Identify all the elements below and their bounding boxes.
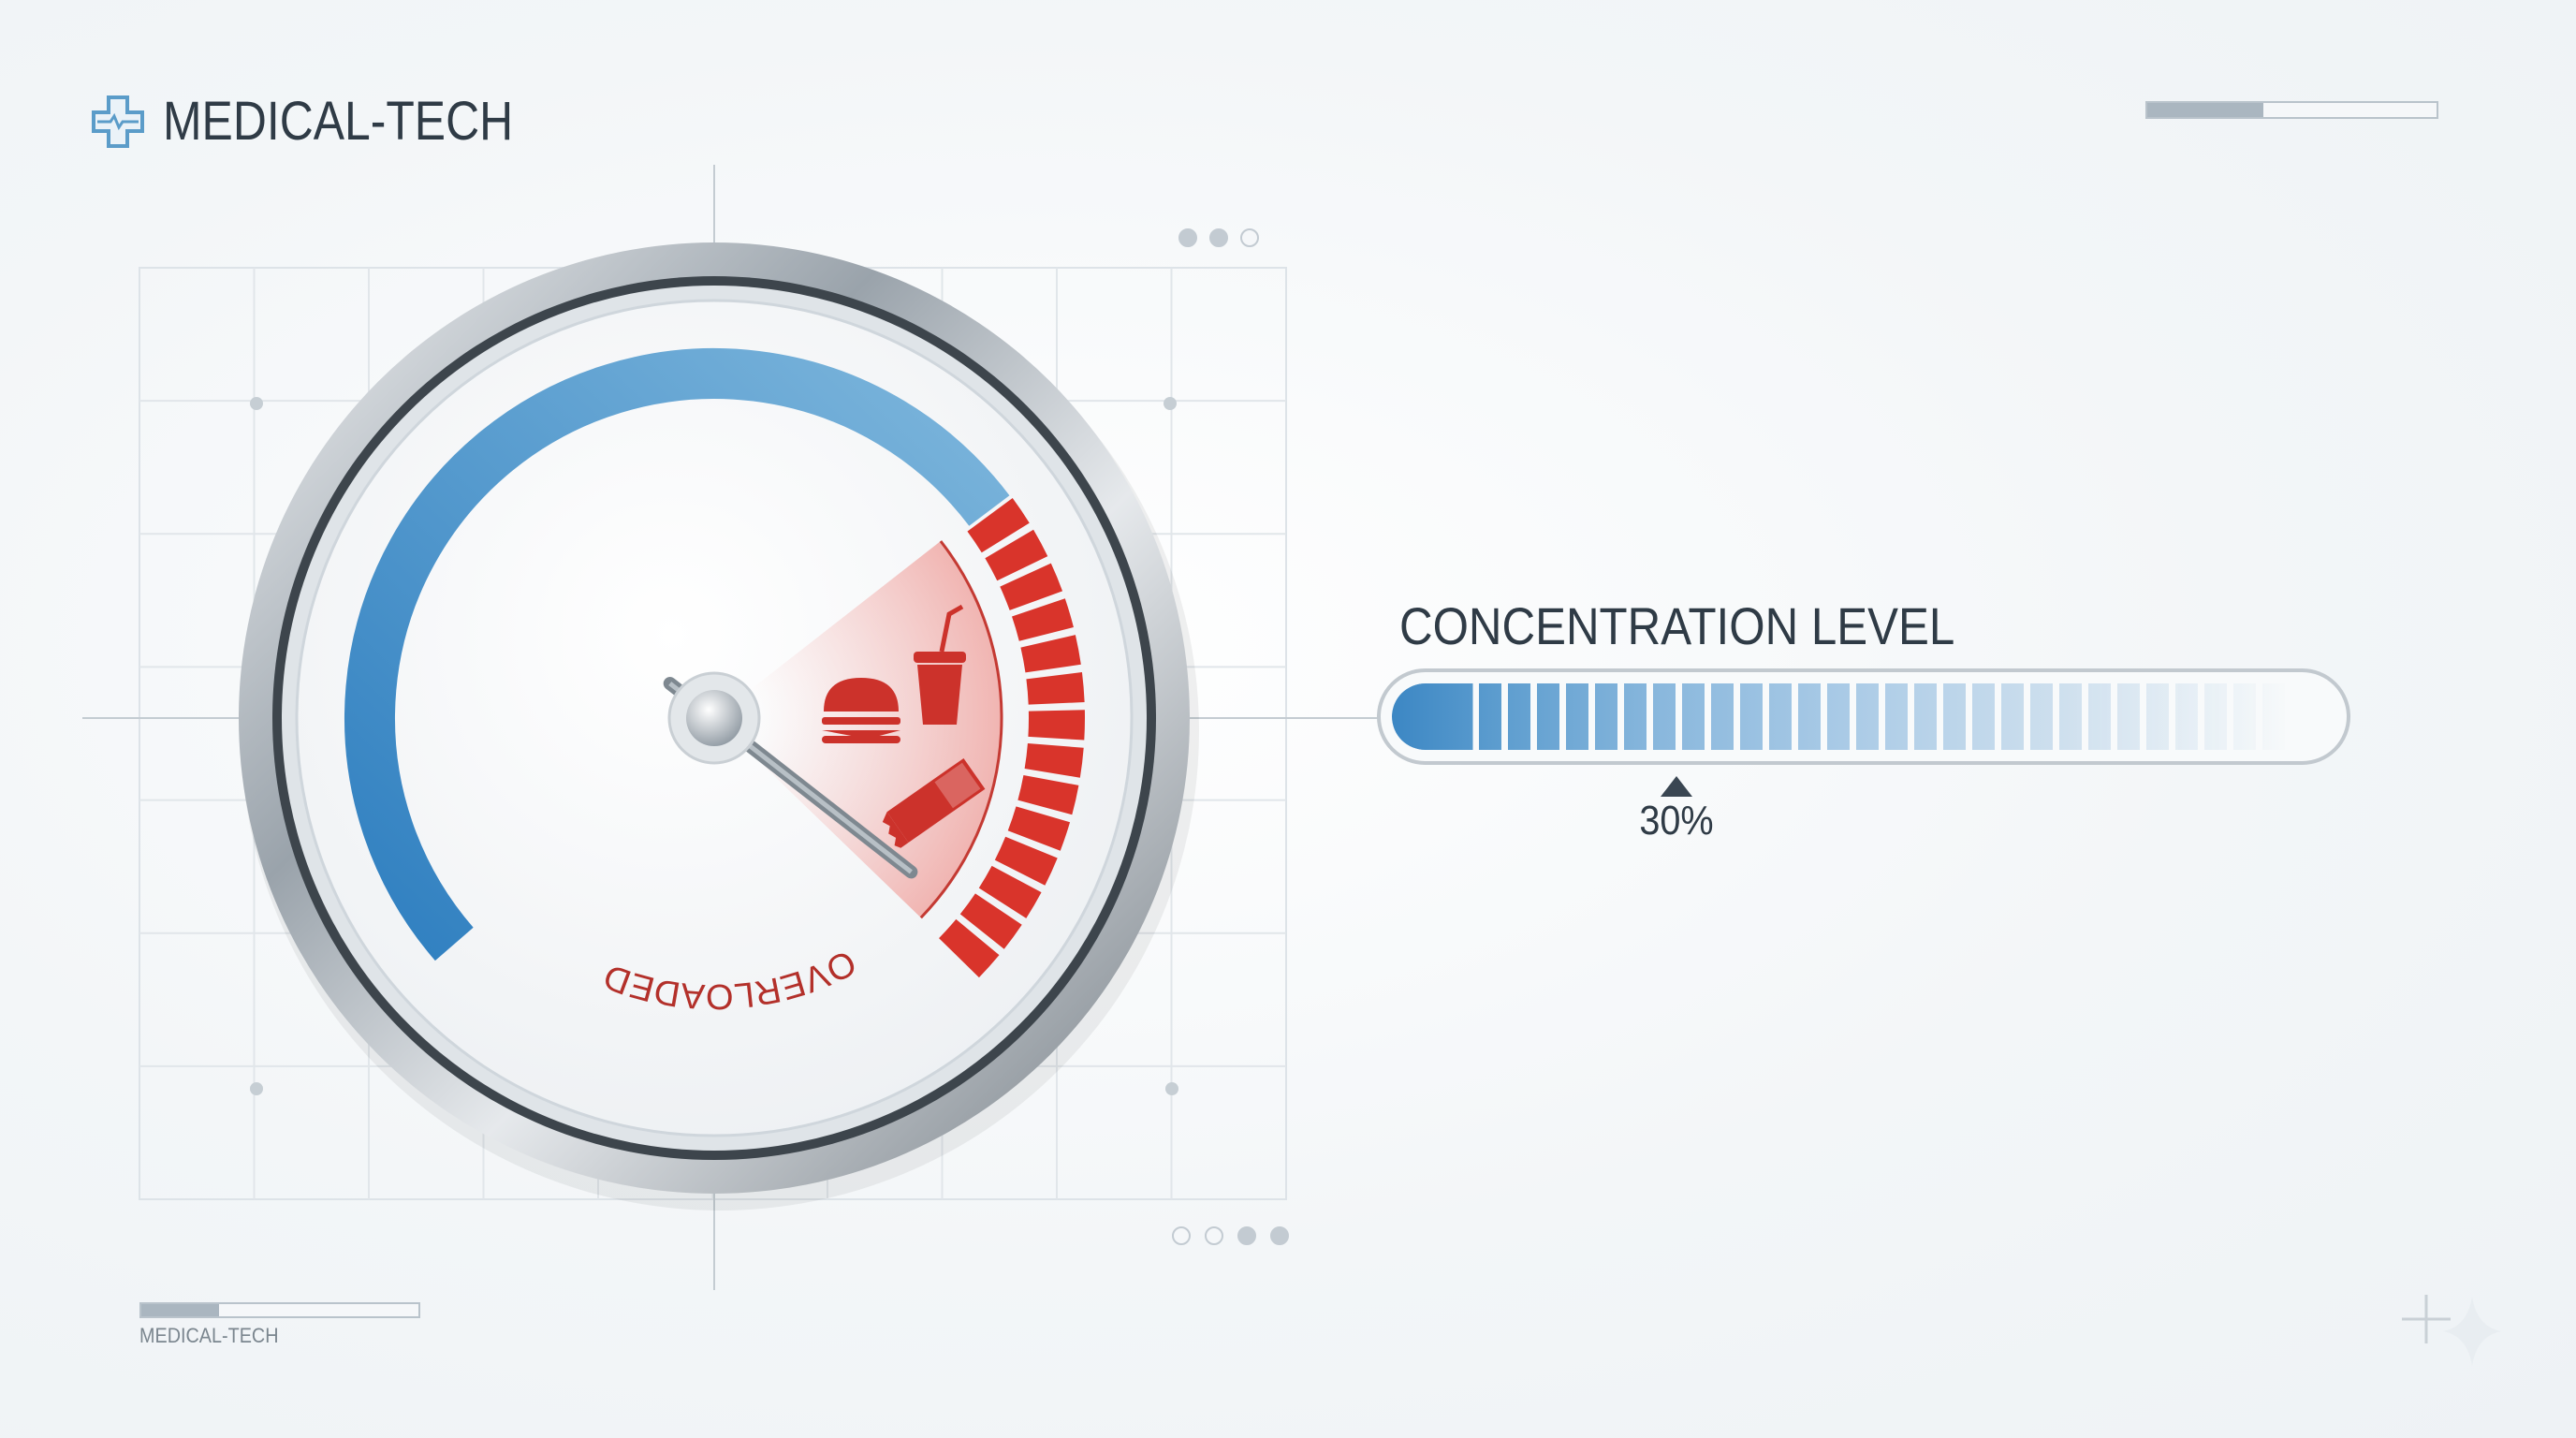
sparkle-icon <box>2402 1295 2501 1366</box>
overload-segment <box>967 498 1030 553</box>
overload-segment <box>1020 635 1081 673</box>
overload-zone-edge <box>919 540 1003 919</box>
overload-segment <box>985 529 1048 581</box>
page-dot <box>1270 1226 1289 1245</box>
footer-label: MEDICAL-TECH <box>139 1324 279 1347</box>
overload-segment <box>939 918 1000 978</box>
page-dot <box>1240 228 1259 247</box>
page-dot <box>1237 1226 1256 1245</box>
footer-progress-bar <box>139 1302 420 1318</box>
overload-segment <box>1012 598 1074 641</box>
grid-node <box>250 397 263 410</box>
overload-segment <box>1024 742 1084 778</box>
chocolate-bar-icon <box>882 757 986 848</box>
overload-segment <box>959 893 1022 949</box>
overload-segment <box>978 865 1042 918</box>
page-dot <box>1172 1226 1191 1245</box>
page-dot <box>1205 1226 1223 1245</box>
overload-segment <box>1000 563 1063 610</box>
concentration-progress-fill <box>1392 683 2291 750</box>
overload-segment <box>1017 774 1079 815</box>
overload-segment <box>994 836 1058 886</box>
page-dot <box>1178 228 1197 247</box>
gauge-normal-arc <box>344 348 1010 961</box>
page-dot <box>1209 228 1228 247</box>
soda-cup-icon <box>914 604 966 725</box>
overload-segment <box>1028 710 1085 741</box>
brand-name: MEDICAL-TECH <box>163 91 514 152</box>
status-progress-bar <box>2145 101 2438 119</box>
medical-cross-icon <box>92 95 144 148</box>
grid-node <box>250 1082 263 1095</box>
grid-node <box>1164 397 1177 410</box>
gauge-hub <box>686 690 742 746</box>
overload-segment <box>1007 806 1071 851</box>
overload-segment <box>1026 671 1085 705</box>
concentration-title: CONCENTRATION LEVEL <box>1399 596 1955 655</box>
concentration-value: 30% <box>1639 798 1714 844</box>
concentration-marker-icon <box>1661 776 1692 797</box>
footer-progress-fill <box>141 1304 219 1316</box>
concentration-progress-bar <box>1377 668 2350 765</box>
burger-icon <box>822 678 900 743</box>
grid-node <box>1165 1082 1178 1095</box>
gauge: OVERLOADED <box>239 242 1199 1211</box>
brand-logo: MEDICAL-TECH <box>90 90 570 153</box>
status-progress-fill <box>2147 103 2263 117</box>
